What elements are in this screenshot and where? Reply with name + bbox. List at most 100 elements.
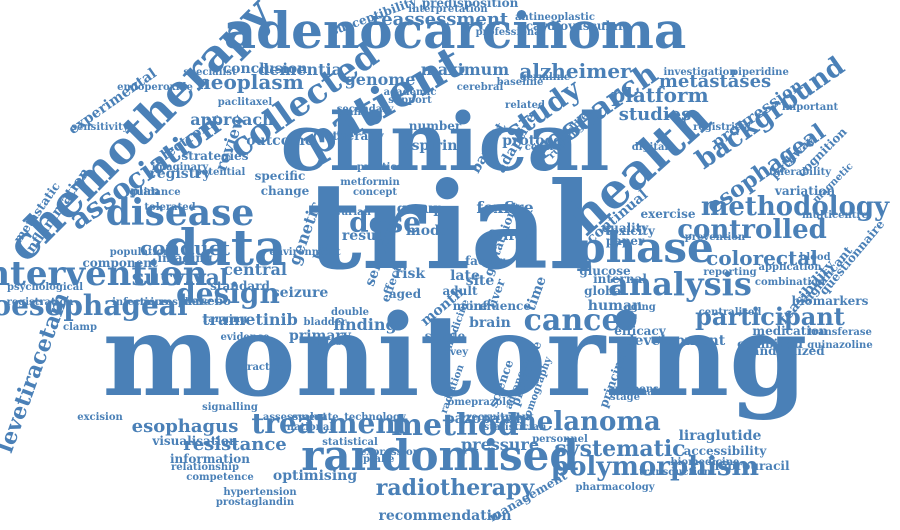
cloud-word-recommendation: recommendation	[378, 508, 511, 524]
cloud-word-academic: academic	[384, 87, 437, 98]
cloud-word-antineoplastic: antineoplastic	[515, 12, 595, 23]
cloud-word-glucose: glucose	[579, 264, 631, 278]
cloud-word-trial: trial	[306, 156, 594, 297]
cloud-word-site: site	[466, 273, 495, 289]
cloud-word-therapy: therapy	[332, 129, 384, 143]
cloud-word-primary: primary	[289, 328, 352, 344]
cloud-word-polymorphism: polymorphism	[551, 452, 759, 482]
cloud-word-support: support	[388, 95, 432, 106]
cloud-word-digital: digital	[632, 142, 669, 153]
cloud-word-seizure: seizure	[272, 285, 329, 301]
cloud-word-design: design	[176, 277, 280, 310]
cloud-word-national: national	[287, 422, 334, 433]
cloud-word-biomedicine: biomedicine	[671, 457, 740, 468]
cloud-word-systematic: systematic	[554, 436, 685, 462]
cloud-word-piperidine: piperidine	[731, 67, 789, 78]
cloud-word-brain: brain	[469, 315, 511, 331]
cloud-word-adenocarcinoma: adenocarcinoma	[224, 1, 687, 60]
cloud-word-folfox: folfox	[488, 228, 533, 244]
cloud-word-data: data	[164, 218, 287, 277]
cloud-word-approach: approach	[190, 110, 274, 129]
cloud-word-transferase: transferase	[808, 327, 872, 338]
cloud-word-imaging: imaging	[157, 251, 213, 265]
cloud-word-reassessment: reassessment	[372, 9, 509, 30]
cloud-word-aging: aging	[624, 302, 656, 313]
cloud-word-cardiovascular: cardiovascular	[526, 19, 625, 33]
cloud-word-single: single	[425, 329, 466, 343]
cloud-word-prostaglandin: prostaglandin	[216, 497, 295, 508]
cloud-word-monitoring: monitoring	[103, 291, 808, 422]
cloud-word-foxfire: foxfire	[476, 198, 533, 217]
cloud-word-cancer: cancer	[524, 303, 638, 338]
cloud-word-quinazoline: quinazoline	[807, 340, 872, 351]
cloud-word-efficacy: efficacy	[614, 324, 666, 338]
cloud-word-pressure: pressure	[461, 435, 539, 454]
cloud-word-protocol: protocol	[502, 133, 568, 149]
cloud-word-change: change	[261, 184, 310, 198]
cloud-word-multicentre: multicentre	[802, 210, 868, 221]
cloud-word-metastases: metastases	[659, 71, 771, 92]
cloud-word-standard: standard	[210, 279, 270, 293]
cloud-word-resistance: resistance	[183, 434, 287, 455]
cloud-word-intervention: intervention	[0, 254, 208, 294]
cloud-word-secondary: secondary	[337, 104, 395, 115]
cloud-word-pharmacology: pharmacology	[575, 482, 655, 493]
cloud-word-registry: registry	[149, 166, 211, 182]
cloud-word-liraglutide: liraglutide	[679, 428, 762, 444]
cloud-word-evidence: evidence	[220, 332, 269, 343]
cloud-word-double: double	[331, 307, 369, 318]
cloud-word-outcome: outcome	[246, 133, 314, 149]
cloud-word-signalling: signalling	[202, 402, 258, 413]
cloud-word-paclitaxel: paclitaxel	[218, 97, 273, 108]
cloud-word-plan: plan	[130, 184, 160, 198]
cloud-word-predisposition: predisposition	[422, 0, 519, 10]
cloud-word-baseline: baseline	[497, 77, 544, 88]
cloud-word-technology: technology	[344, 412, 407, 423]
cloud-word-genome: genome	[345, 70, 416, 89]
cloud-word-late: late	[450, 268, 480, 284]
cloud-word-investigation: investigation	[663, 67, 737, 78]
cloud-word-hypertension: hypertension	[223, 487, 297, 498]
cloud-word-pazopanib: pazopanib	[445, 411, 526, 427]
cloud-word-treatment: treatment	[251, 407, 408, 440]
cloud-word-tolerated: tolerated	[144, 202, 195, 213]
cloud-word-population: population	[110, 247, 171, 258]
cloud-word-recruitment: recruitment	[466, 412, 534, 423]
cloud-word-maximum: maximum	[421, 60, 509, 79]
cloud-word-concept: concept	[353, 187, 397, 198]
cloud-word-factor: factor	[465, 254, 506, 268]
cloud-word-risk: risk	[395, 266, 426, 282]
cloud-word-melanoma: melanoma	[509, 407, 661, 437]
cloud-word-application: application	[759, 262, 823, 273]
cloud-word-result: result	[342, 228, 389, 244]
cloud-word-competence: competence	[186, 472, 253, 483]
cloud-word-variation: variation	[774, 184, 836, 198]
cloud-word-personnel: personnel	[532, 434, 588, 445]
cloud-word-development: development	[625, 333, 726, 349]
cloud-word-quality: quality	[602, 221, 650, 235]
cloud-word-training: training	[337, 107, 383, 118]
cloud-word-bladder: bladder	[304, 317, 348, 328]
cloud-word-more: more	[453, 299, 488, 313]
cloud-word-combined: combined	[737, 337, 803, 351]
cloud-word-germline: germline	[520, 72, 570, 83]
cloud-word-esophagus: esophagus	[132, 416, 239, 437]
cloud-word-microsphere: microsphere	[140, 297, 210, 308]
cloud-word-randomized: randomized	[745, 344, 825, 358]
cloud-word-response: response	[615, 384, 665, 395]
cloud-word-guidance: guidance	[129, 187, 180, 198]
cloud-word-disease: disease	[106, 192, 255, 234]
cloud-word-placebo: placebo	[179, 294, 231, 308]
cloud-word-omeprazole: omeprazole	[448, 397, 513, 408]
cloud-word-prevention: prevention	[685, 232, 746, 243]
cloud-word-clinical: clinical	[281, 95, 610, 189]
cloud-word-oesophageal: oesophageal	[0, 289, 188, 322]
cloud-word-aspirin: aspirin	[403, 138, 458, 154]
cloud-word-analysis: analysis	[608, 265, 752, 303]
cloud-word-registration: registration	[7, 297, 75, 308]
cloud-word-cerebral: cerebral	[457, 82, 504, 93]
cloud-word-practice: practice	[357, 162, 403, 173]
cloud-word-female: female	[626, 387, 664, 398]
cloud-word-survey: survey	[432, 347, 469, 358]
